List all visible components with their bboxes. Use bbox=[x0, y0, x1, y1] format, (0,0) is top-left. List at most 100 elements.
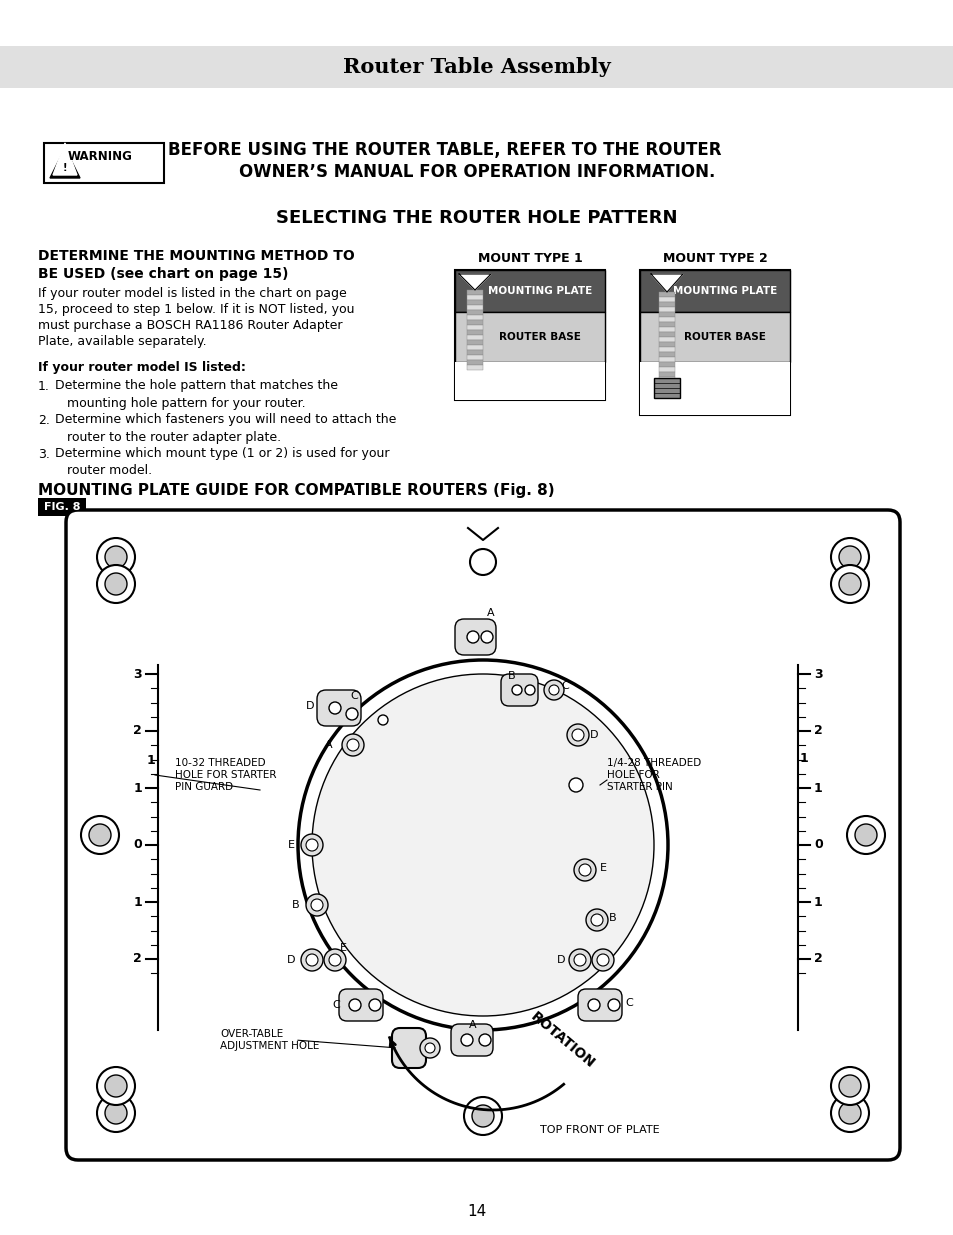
Text: A: A bbox=[486, 608, 494, 618]
Text: SELECTING THE ROUTER HOLE PATTERN: SELECTING THE ROUTER HOLE PATTERN bbox=[276, 209, 677, 227]
Circle shape bbox=[324, 948, 346, 971]
Text: router to the router adapter plate.: router to the router adapter plate. bbox=[55, 431, 281, 443]
Text: Determine which fasteners you will need to attach the: Determine which fasteners you will need … bbox=[55, 414, 395, 426]
Polygon shape bbox=[468, 529, 497, 540]
Bar bbox=[659, 382, 675, 387]
Circle shape bbox=[467, 631, 478, 643]
Bar bbox=[467, 305, 482, 310]
Text: Router Table Assembly: Router Table Assembly bbox=[343, 57, 610, 77]
Text: If your router model IS listed:: If your router model IS listed: bbox=[38, 362, 246, 374]
Text: B: B bbox=[292, 900, 299, 910]
Bar bbox=[659, 312, 675, 317]
Circle shape bbox=[89, 824, 111, 846]
Circle shape bbox=[312, 674, 654, 1016]
Text: C: C bbox=[624, 998, 632, 1008]
Circle shape bbox=[346, 708, 357, 720]
Circle shape bbox=[349, 999, 360, 1011]
Bar bbox=[467, 320, 482, 325]
Text: !: ! bbox=[63, 163, 67, 173]
Circle shape bbox=[306, 894, 328, 916]
Text: C: C bbox=[350, 692, 357, 701]
Circle shape bbox=[97, 1067, 135, 1105]
Text: Determine which mount type (1 or 2) is used for your: Determine which mount type (1 or 2) is u… bbox=[55, 447, 389, 461]
Text: OWNER’S MANUAL FOR OPERATION INFORMATION.: OWNER’S MANUAL FOR OPERATION INFORMATION… bbox=[238, 163, 715, 182]
Circle shape bbox=[838, 1074, 861, 1097]
Circle shape bbox=[81, 816, 119, 853]
Bar bbox=[467, 330, 482, 335]
Circle shape bbox=[566, 724, 588, 746]
Circle shape bbox=[329, 701, 340, 714]
Polygon shape bbox=[53, 143, 77, 175]
Bar bbox=[659, 327, 675, 332]
Text: Plate, available separately.: Plate, available separately. bbox=[38, 336, 207, 348]
Circle shape bbox=[301, 834, 323, 856]
Text: C: C bbox=[560, 680, 568, 692]
Bar bbox=[659, 337, 675, 342]
Circle shape bbox=[306, 839, 317, 851]
Bar bbox=[639, 362, 789, 415]
Bar bbox=[659, 322, 675, 327]
Circle shape bbox=[297, 659, 667, 1030]
Text: 10-32 THREADED
HOLE FOR STARTER
PIN GUARD: 10-32 THREADED HOLE FOR STARTER PIN GUAR… bbox=[174, 758, 276, 792]
Bar bbox=[455, 270, 604, 400]
Text: ROTATION: ROTATION bbox=[528, 1009, 598, 1071]
Text: TOP FRONT OF PLATE: TOP FRONT OF PLATE bbox=[539, 1125, 659, 1135]
Text: MOUNT TYPE 1: MOUNT TYPE 1 bbox=[477, 252, 581, 264]
Bar bbox=[659, 296, 675, 303]
Circle shape bbox=[854, 824, 876, 846]
Bar bbox=[659, 332, 675, 337]
Circle shape bbox=[347, 739, 358, 751]
Text: B: B bbox=[508, 671, 516, 680]
Text: BEFORE USING THE ROUTER TABLE, REFER TO THE ROUTER: BEFORE USING THE ROUTER TABLE, REFER TO … bbox=[168, 141, 720, 159]
Circle shape bbox=[587, 999, 599, 1011]
Bar bbox=[455, 362, 604, 400]
Bar bbox=[467, 340, 482, 345]
Bar bbox=[654, 378, 679, 398]
Bar bbox=[659, 308, 675, 312]
Text: ROUTER BASE: ROUTER BASE bbox=[498, 332, 580, 342]
Text: 3: 3 bbox=[133, 667, 142, 680]
Circle shape bbox=[105, 573, 127, 595]
Bar bbox=[467, 290, 482, 295]
Circle shape bbox=[590, 914, 602, 926]
FancyBboxPatch shape bbox=[578, 989, 621, 1021]
Text: 0: 0 bbox=[133, 839, 142, 851]
Bar bbox=[639, 270, 789, 312]
Text: ROUTER BASE: ROUTER BASE bbox=[683, 332, 765, 342]
Bar bbox=[467, 350, 482, 354]
Circle shape bbox=[846, 816, 884, 853]
Circle shape bbox=[838, 546, 861, 568]
Text: BE USED (see chart on page 15): BE USED (see chart on page 15) bbox=[38, 267, 288, 282]
Text: MOUNTING PLATE: MOUNTING PLATE bbox=[672, 287, 777, 296]
Circle shape bbox=[460, 1034, 473, 1046]
Bar bbox=[467, 315, 482, 320]
Bar bbox=[659, 387, 675, 391]
Circle shape bbox=[105, 1074, 127, 1097]
Text: 2: 2 bbox=[813, 725, 821, 737]
Bar bbox=[0, 46, 953, 88]
Circle shape bbox=[830, 1094, 868, 1132]
Bar bbox=[467, 345, 482, 350]
Text: 2: 2 bbox=[133, 952, 142, 966]
Bar bbox=[455, 312, 604, 362]
Text: MOUNT TYPE 2: MOUNT TYPE 2 bbox=[662, 252, 766, 264]
Circle shape bbox=[470, 550, 496, 576]
Circle shape bbox=[97, 1094, 135, 1132]
Bar bbox=[467, 310, 482, 315]
Text: D: D bbox=[589, 730, 598, 740]
FancyBboxPatch shape bbox=[316, 690, 360, 726]
Text: E: E bbox=[288, 840, 294, 850]
Bar bbox=[659, 367, 675, 372]
Text: 1: 1 bbox=[813, 782, 821, 794]
Bar bbox=[467, 335, 482, 340]
Circle shape bbox=[838, 1102, 861, 1124]
Text: MOUNTING PLATE GUIDE FOR COMPATIBLE ROUTERS (Fig. 8): MOUNTING PLATE GUIDE FOR COMPATIBLE ROUT… bbox=[38, 483, 554, 498]
Text: D: D bbox=[286, 955, 294, 965]
Circle shape bbox=[572, 729, 583, 741]
Polygon shape bbox=[50, 148, 80, 178]
Text: 2: 2 bbox=[133, 725, 142, 737]
Circle shape bbox=[607, 999, 619, 1011]
Text: 1.: 1. bbox=[38, 379, 50, 393]
Circle shape bbox=[105, 1102, 127, 1124]
Bar bbox=[455, 270, 604, 312]
